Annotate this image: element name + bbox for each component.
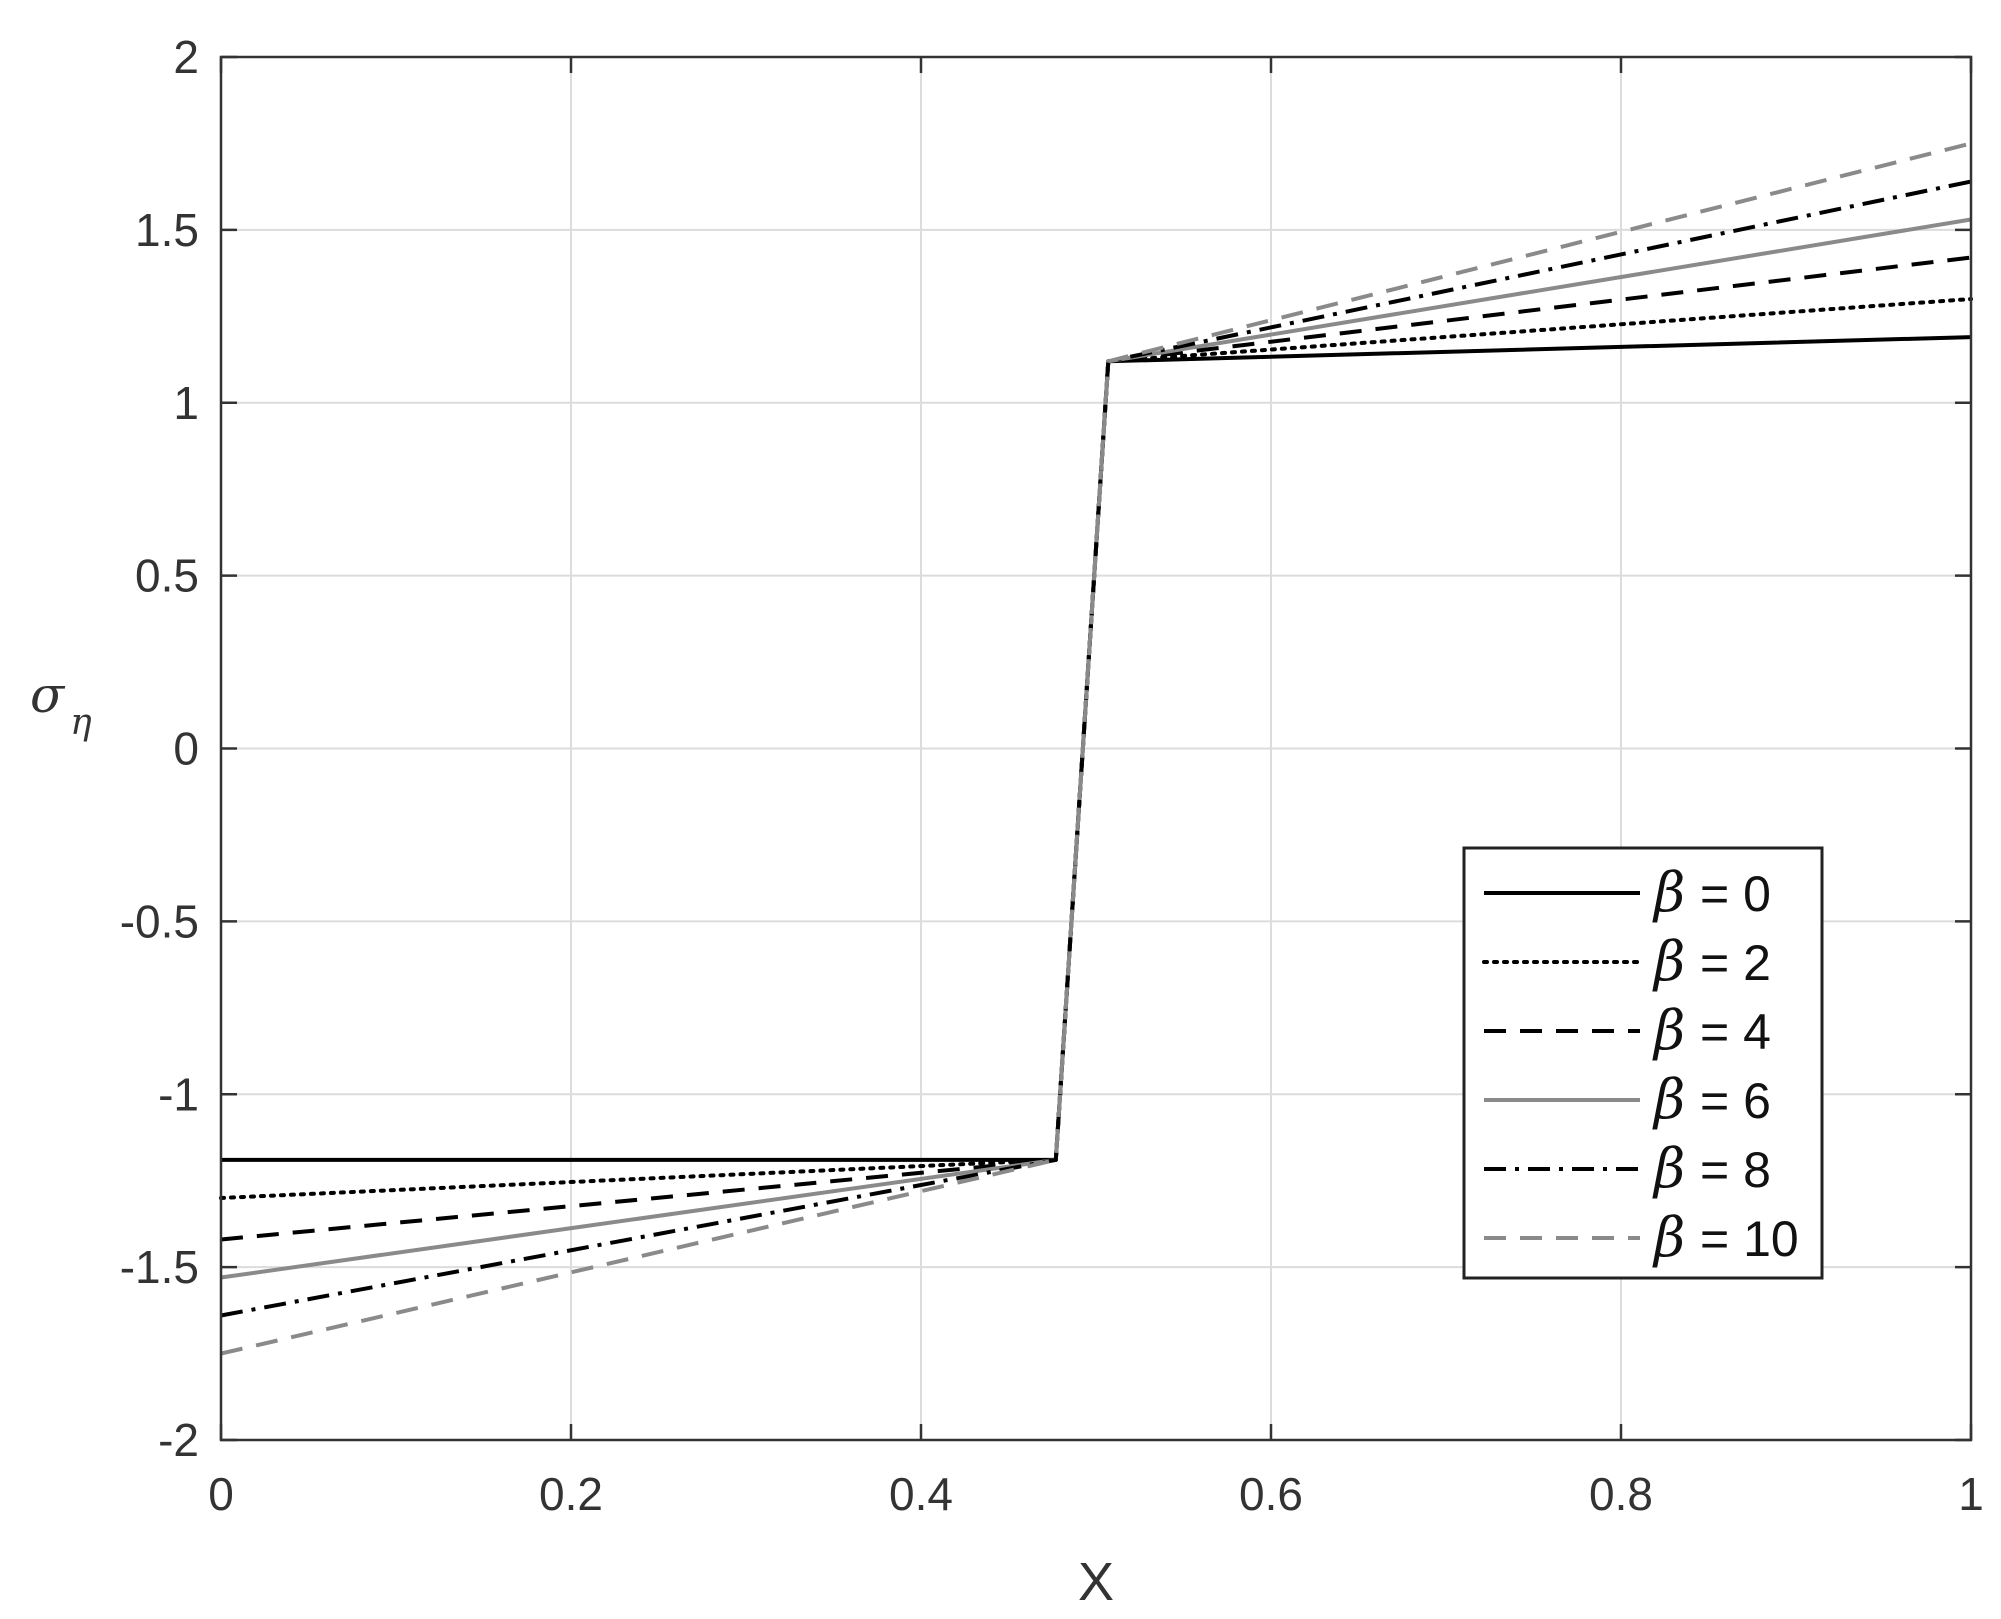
x-tick-label: 0.6	[1239, 1468, 1303, 1520]
y-tick-label: -0.5	[120, 895, 199, 947]
x-axis-label: X	[1078, 1552, 1114, 1612]
legend-label: = 4	[1700, 1004, 1771, 1060]
legend-box	[1462, 846, 1824, 1280]
x-tick-label: 1	[1958, 1468, 1984, 1520]
legend: β = 0 β = 2 β = 4 β = 6 β = 8 β = 10	[1462, 846, 1824, 1280]
grid	[221, 57, 1971, 1440]
legend-beta-symbol: β	[1652, 999, 1685, 1062]
legend-beta-symbol: β	[1652, 1068, 1685, 1131]
x-tick-label: 0.2	[539, 1468, 603, 1520]
y-axis-label-subscript: η	[70, 702, 92, 743]
y-tick-labels: -2 -1.5 -1 -0.5 0 0.5 1 1.5 2	[120, 31, 199, 1466]
y-tick-label: 0	[173, 723, 199, 775]
legend-beta-symbol: β	[1652, 1206, 1685, 1269]
x-tick-labels: 0 0.2 0.4 0.6 0.8 1	[208, 1468, 1984, 1520]
legend-label: = 10	[1700, 1211, 1799, 1267]
legend-beta-symbol: β	[1652, 1137, 1685, 1200]
x-tick-label: 0.8	[1589, 1468, 1653, 1520]
legend-label: = 8	[1700, 1142, 1771, 1198]
legend-beta-symbol: β	[1652, 930, 1685, 993]
legend-label: = 2	[1700, 935, 1771, 991]
legend-label: = 6	[1700, 1073, 1771, 1129]
series-line-beta-5	[220, 141, 1972, 1356]
y-tick-label: -1.5	[120, 1241, 199, 1293]
legend-beta-symbol: β	[1652, 861, 1685, 924]
y-tick-label: 1.5	[135, 204, 199, 256]
series-line-beta-4	[220, 179, 1972, 1318]
axis-ticks	[219, 55, 1973, 1442]
x-tick-label: 0.4	[889, 1468, 953, 1520]
legend-items: β = 0 β = 2 β = 4 β = 6 β = 8 β = 10	[1482, 861, 1799, 1269]
y-tick-label: -1	[158, 1068, 199, 1120]
y-tick-label: 0.5	[135, 550, 199, 602]
y-tick-label: 1	[173, 377, 199, 429]
y-tick-label: 2	[173, 31, 199, 83]
legend-label: = 0	[1700, 866, 1771, 922]
x-tick-label: 0	[208, 1468, 234, 1520]
series-group	[219, 141, 1973, 1356]
y-tick-label: -2	[158, 1414, 199, 1466]
y-axis-label-main: σ	[30, 666, 66, 724]
series-line-beta-1	[219, 297, 1973, 1200]
